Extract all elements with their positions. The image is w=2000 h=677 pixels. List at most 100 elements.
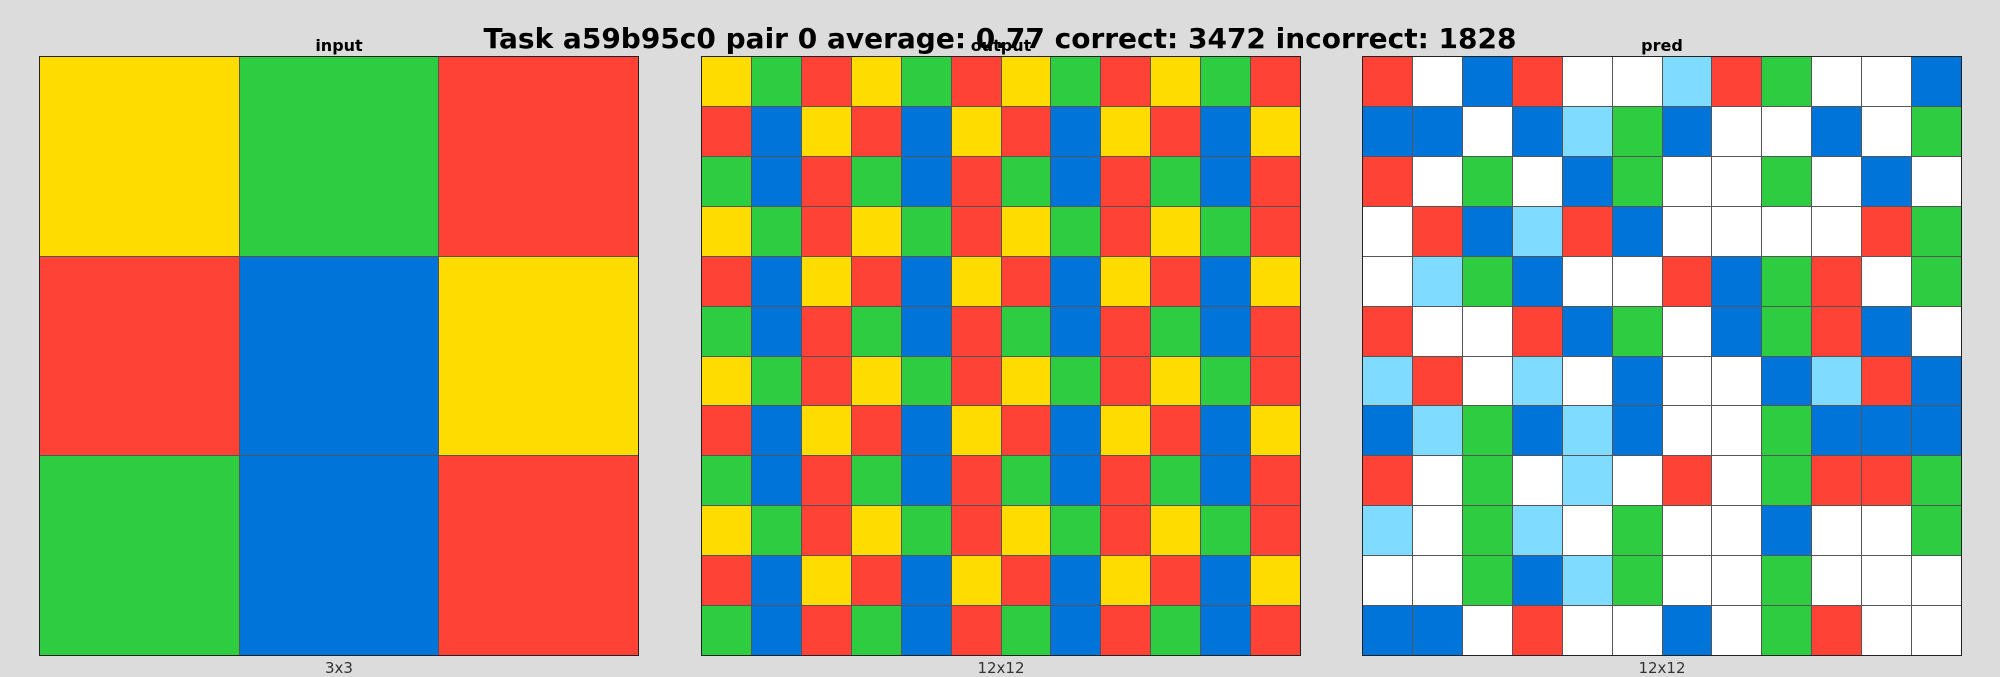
grid-cell [851,456,901,506]
grid-cell [751,306,801,356]
grid-cell [439,456,638,655]
grid-cell [1051,57,1101,106]
grid-cell [1912,456,1961,506]
grid-cell [1462,456,1512,506]
grid-cell [1662,556,1712,606]
grid-cell [1912,356,1961,406]
grid-cell [1612,57,1662,106]
grid-cell [1462,256,1512,306]
grid-cell [702,406,751,456]
grid-cell [1101,556,1151,606]
grid-cell [1151,556,1201,606]
grid-cell [1662,156,1712,206]
grid-cell [1512,606,1562,655]
grid-cell [851,606,901,655]
grid-cell [801,256,851,306]
grid-cell [951,406,1001,456]
grid-cell [1562,106,1612,156]
grid-cell [951,556,1001,606]
grid-cell [702,506,751,556]
grid-cell [1812,356,1862,406]
grid-cell [801,306,851,356]
grid-cell [1512,556,1562,606]
grid-cell [1762,606,1812,655]
grid-cell [1562,256,1612,306]
grid-cell [1712,606,1762,655]
grid-cell [1762,106,1812,156]
grid-cell [1151,256,1201,306]
grid-cell [1151,406,1201,456]
grid-cell [1812,57,1862,106]
grid-cell [851,156,901,206]
grid-cell [1051,106,1101,156]
grid-cell [1412,406,1462,456]
grid-cell [901,606,951,655]
grid-cell [1462,356,1512,406]
grid-cell [1562,356,1612,406]
grid-cell [1512,206,1562,256]
grid-cell [1662,606,1712,655]
grid-cell [1151,506,1201,556]
grid-cell [901,156,951,206]
grid-cell [1001,106,1051,156]
grid-cell [951,456,1001,506]
grid-cell [1462,57,1512,106]
grid-cell [1512,57,1562,106]
grid-cell [1562,506,1612,556]
grid-cell [951,306,1001,356]
grid-cell [1201,406,1251,456]
grid-cell [702,156,751,206]
pred-panel-title: pred [1641,36,1683,55]
grid-cell [1412,106,1462,156]
grid-cell [1862,156,1912,206]
input-grid [39,56,639,656]
grid-cell [1363,406,1412,456]
grid-cell [1762,456,1812,506]
grid-cell [1762,57,1812,106]
grid-cell [1201,306,1251,356]
grid-cell [1051,506,1101,556]
grid-cell [751,356,801,406]
grid-cell [1562,556,1612,606]
grid-cell [1251,456,1300,506]
grid-cell [1101,57,1151,106]
grid-cell [40,57,239,256]
grid-cell [1201,206,1251,256]
grid-cell [1712,356,1762,406]
grid-cell [1612,156,1662,206]
grid-cell [1912,406,1961,456]
grid-cell [1762,356,1812,406]
grid-cell [1201,256,1251,306]
grid-cell [1412,556,1462,606]
grid-cell [1412,206,1462,256]
grid-cell [1363,206,1412,256]
grid-cell [1001,556,1051,606]
grid-cell [951,606,1001,655]
grid-cell [1151,306,1201,356]
page-title: Task a59b95c0 pair 0 average: 0.77 corre… [483,22,1517,55]
grid-cell [751,156,801,206]
grid-cell [851,106,901,156]
grid-cell [1201,556,1251,606]
grid-cell [1912,156,1961,206]
grid-cell [901,556,951,606]
grid-cell [1051,556,1101,606]
grid-cell [1562,206,1612,256]
grid-cell [1251,356,1300,406]
grid-cell [1201,106,1251,156]
grid-cell [1662,356,1712,406]
grid-cell [1412,356,1462,406]
grid-cell [951,106,1001,156]
grid-cell [1101,456,1151,506]
grid-cell [1912,506,1961,556]
grid-cell [1862,106,1912,156]
grid-cell [1251,506,1300,556]
grid-cell [1612,456,1662,506]
grid-cell [1051,306,1101,356]
output-panel: output 12x12 [701,37,1301,677]
grid-cell [1612,506,1662,556]
grid-cell [1512,406,1562,456]
grid-cell [1812,506,1862,556]
grid-cell [1512,256,1562,306]
grid-cell [1712,456,1762,506]
